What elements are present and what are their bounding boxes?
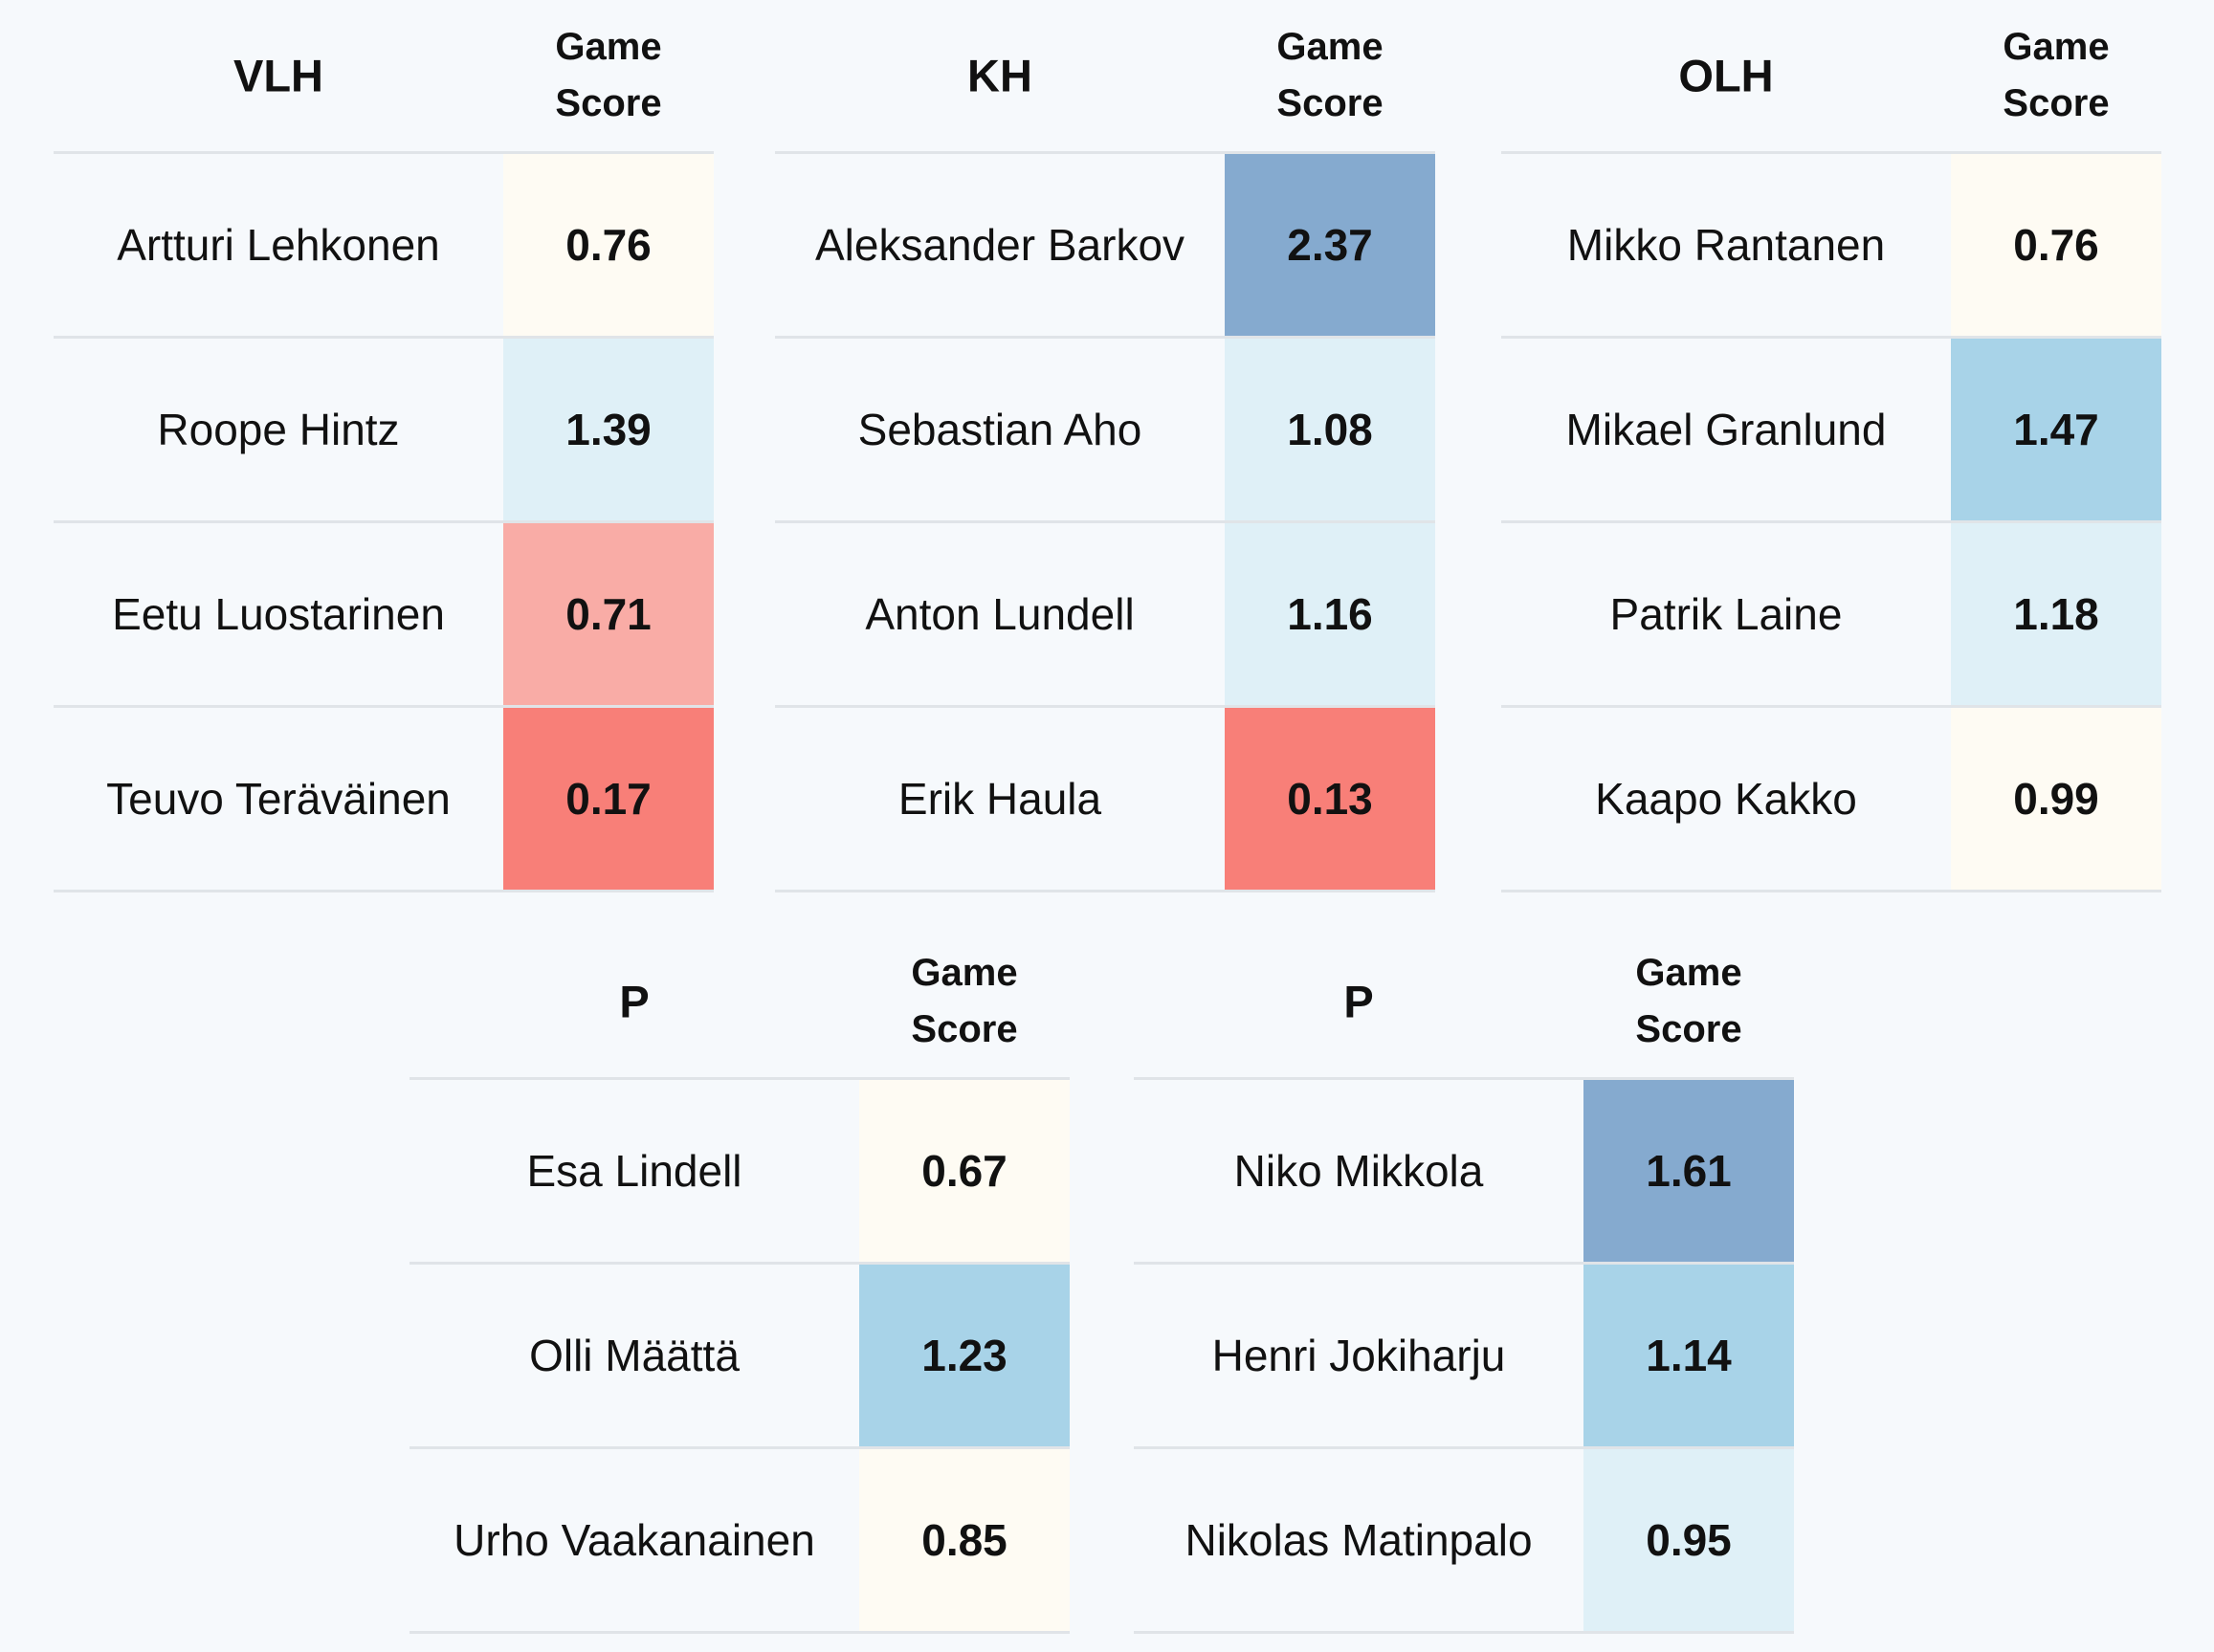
score-column-header: Game Score: [503, 19, 714, 132]
game-score-cell: 1.14: [1583, 1265, 1794, 1446]
player-name: Aleksander Barkov: [814, 220, 1185, 270]
game-score-cell: 0.13: [1225, 708, 1435, 890]
player-name: Sebastian Aho: [857, 405, 1142, 454]
score-header-line2: Score: [911, 1008, 1018, 1050]
player-name: Olli Määttä: [529, 1331, 740, 1380]
table-p-right: P Game Score Niko Mikkola 1.61 Henri Jokih…: [1134, 926, 1794, 1634]
table-row: Nikolas Matinpalo 0.95: [1134, 1449, 1794, 1634]
position-title: VLH: [233, 50, 323, 101]
score-column-header: Game Score: [859, 945, 1070, 1058]
score-header-line2: Score: [1276, 82, 1384, 124]
game-score-cell: 1.16: [1225, 523, 1435, 705]
score-header-line1: Game: [911, 952, 1018, 994]
game-score-cell: 0.76: [503, 154, 714, 336]
score-header-line2: Score: [2003, 82, 2110, 124]
table-header: VLH Game Score: [54, 0, 714, 154]
table-row: Aleksander Barkov 2.37: [775, 154, 1435, 339]
player-name: Artturi Lehkonen: [117, 220, 440, 270]
position-title: P: [619, 976, 650, 1027]
table-row: Mikko Rantanen 0.76: [1501, 154, 2161, 339]
game-score-cell: 0.99: [1951, 708, 2161, 890]
game-score-cell: 0.67: [859, 1080, 1070, 1262]
table-row: Artturi Lehkonen 0.76: [54, 154, 714, 339]
table-row: Sebastian Aho 1.08: [775, 339, 1435, 523]
score-column-header: Game Score: [1225, 19, 1435, 132]
game-score-cell: 0.71: [503, 523, 714, 705]
table-row: Roope Hintz 1.39: [54, 339, 714, 523]
table-vlh: VLH Game Score Artturi Lehkonen 0.76 Roope…: [54, 0, 714, 892]
game-score-cell: 1.47: [1951, 339, 2161, 520]
score-header-line1: Game: [1276, 26, 1384, 68]
game-score-cell: 2.37: [1225, 154, 1435, 336]
game-score-cell: 1.08: [1225, 339, 1435, 520]
game-score-cell: 0.76: [1951, 154, 2161, 336]
table-row: Henri Jokiharju 1.14: [1134, 1265, 1794, 1449]
player-name: Mikko Rantanen: [1566, 220, 1886, 270]
table-row: Kaapo Kakko 0.99: [1501, 708, 2161, 892]
table-header: KH Game Score: [775, 0, 1435, 154]
player-name: Niko Mikkola: [1233, 1146, 1484, 1196]
score-header-line1: Game: [1635, 952, 1742, 994]
score-header-line1: Game: [2003, 26, 2110, 68]
score-column-header: Game Score: [1583, 945, 1794, 1058]
game-score-cell: 0.95: [1583, 1449, 1794, 1631]
table-header: P Game Score: [1134, 926, 1794, 1080]
player-name: Teuvo Teräväinen: [106, 774, 451, 824]
game-score-cell: 1.23: [859, 1265, 1070, 1446]
game-score-cell: 1.18: [1951, 523, 2161, 705]
table-p-left: P Game Score Esa Lindell 0.67 Olli Määttä 1…: [410, 926, 1070, 1634]
table-row: Olli Määttä 1.23: [410, 1265, 1070, 1449]
table-row: Esa Lindell 0.67: [410, 1080, 1070, 1265]
table-row: Urho Vaakanainen 0.85: [410, 1449, 1070, 1634]
score-header-line2: Score: [555, 82, 662, 124]
table-header: OLH Game Score: [1501, 0, 2161, 154]
table-row: Eetu Luostarinen 0.71: [54, 523, 714, 708]
table-kh: KH Game Score Aleksander Barkov 2.37 Sebas…: [775, 0, 1435, 892]
score-column-header: Game Score: [1951, 19, 2161, 132]
score-header-line1: Game: [555, 26, 662, 68]
player-name: Anton Lundell: [865, 589, 1135, 639]
game-score-cell: 1.39: [503, 339, 714, 520]
player-name: Kaapo Kakko: [1595, 774, 1857, 824]
player-name: Mikael Granlund: [1565, 405, 1887, 454]
player-name: Erik Haula: [897, 774, 1102, 824]
game-score-cell: 0.85: [859, 1449, 1070, 1631]
score-header-line2: Score: [1635, 1008, 1742, 1050]
player-name: Patrik Laine: [1609, 589, 1843, 639]
player-name: Esa Lindell: [526, 1146, 742, 1196]
position-title: KH: [967, 50, 1032, 101]
player-name: Nikolas Matinpalo: [1184, 1515, 1533, 1565]
player-name: Urho Vaakanainen: [454, 1515, 815, 1565]
game-score-cell: 0.17: [503, 708, 714, 890]
table-header: P Game Score: [410, 926, 1070, 1080]
player-name: Eetu Luostarinen: [112, 589, 445, 639]
position-title: P: [1343, 976, 1374, 1027]
player-name: Roope Hintz: [157, 405, 400, 454]
table-row: Patrik Laine 1.18: [1501, 523, 2161, 708]
table-olh: OLH Game Score Mikko Rantanen 0.76 Mikael …: [1501, 0, 2161, 892]
table-row: Anton Lundell 1.16: [775, 523, 1435, 708]
position-title: OLH: [1678, 50, 1774, 101]
table-row: Erik Haula 0.13: [775, 708, 1435, 892]
table-row: Teuvo Teräväinen 0.17: [54, 708, 714, 892]
player-name: Henri Jokiharju: [1211, 1331, 1506, 1380]
table-row: Niko Mikkola 1.61: [1134, 1080, 1794, 1265]
table-row: Mikael Granlund 1.47: [1501, 339, 2161, 523]
game-score-cell: 1.61: [1583, 1080, 1794, 1262]
